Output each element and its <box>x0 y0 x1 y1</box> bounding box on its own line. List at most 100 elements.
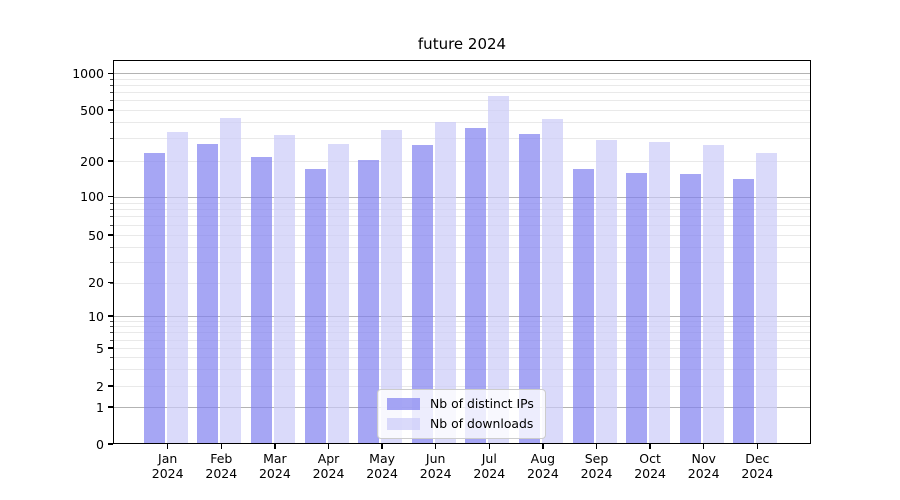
major-gridline <box>113 196 811 198</box>
y-tick-label: 20 <box>88 275 104 291</box>
y-minor-tick-mark <box>110 369 113 371</box>
y-minor-tick-mark <box>110 85 113 87</box>
y-minor-tick-mark <box>110 78 113 80</box>
minor-gridline <box>113 138 811 140</box>
bar-feb-distinct-ips <box>197 144 219 444</box>
bar-jan-distinct-ips <box>143 153 165 444</box>
bar-jun-downloads <box>434 122 456 444</box>
minor-gridline <box>113 246 811 248</box>
legend-label-downloads: Nb of downloads <box>430 416 534 431</box>
minor-gridline <box>113 235 811 236</box>
y-minor-tick-mark <box>110 92 113 94</box>
legend-label-distinct-ips: Nb of distinct IPs <box>430 396 534 411</box>
y-minor-tick-mark <box>110 261 113 263</box>
y-minor-tick-mark <box>110 122 113 124</box>
y-tick-label: 1 <box>96 399 104 415</box>
y-minor-tick-mark <box>110 357 113 359</box>
bar-sep-distinct-ips <box>572 169 594 444</box>
bar-jul-downloads <box>488 96 510 444</box>
minor-gridline <box>113 282 811 284</box>
y-tick-mark <box>108 234 113 236</box>
y-tick-mark <box>108 196 113 198</box>
minor-gridline <box>113 100 811 102</box>
minor-gridline <box>113 85 811 87</box>
x-tick-label: Mar 2024 <box>258 451 291 481</box>
y-tick-label: 200 <box>80 153 104 169</box>
x-tick-label: Nov 2024 <box>687 451 720 481</box>
bar-jul-distinct-ips <box>465 127 487 444</box>
x-tick-mark <box>435 444 437 449</box>
bar-sep-downloads <box>595 140 617 444</box>
y-minor-tick-mark <box>110 348 113 349</box>
minor-gridline <box>113 369 811 371</box>
minor-gridline <box>113 92 811 94</box>
y-tick-label: 0 <box>96 436 104 452</box>
x-tick-mark <box>595 444 598 449</box>
minor-gridline <box>113 216 811 218</box>
plot-area: Nb of distinct IPs Nb of downloads <box>113 60 811 444</box>
minor-gridline <box>113 332 811 334</box>
minor-gridline <box>113 224 811 226</box>
major-gridline <box>113 316 811 317</box>
bar-mar-downloads <box>273 134 295 444</box>
minor-gridline <box>113 339 811 341</box>
x-tick-mark <box>381 444 383 449</box>
bar-oct-downloads <box>649 142 671 444</box>
legend-entry-downloads: Nb of downloads <box>387 417 534 431</box>
legend: Nb of distinct IPs Nb of downloads <box>377 389 546 439</box>
y-minor-tick-mark <box>110 161 113 162</box>
bar-aug-distinct-ips <box>518 133 540 444</box>
y-minor-tick-mark <box>110 339 113 341</box>
y-minor-tick-mark <box>110 100 113 102</box>
x-tick-label: Oct 2024 <box>634 451 666 481</box>
bar-jan-downloads <box>166 132 188 444</box>
x-tick-mark <box>649 444 651 449</box>
x-tick-label: May 2024 <box>366 451 398 481</box>
bar-dec-downloads <box>756 153 778 444</box>
y-tick-mark <box>108 443 113 445</box>
minor-gridline <box>113 202 811 204</box>
y-minor-tick-mark <box>110 246 113 248</box>
x-tick-label: Jul 2024 <box>473 451 506 481</box>
minor-gridline <box>113 161 811 162</box>
x-tick-mark <box>703 444 705 449</box>
y-minor-tick-mark <box>110 332 113 334</box>
y-minor-tick-mark <box>110 216 113 218</box>
y-tick-mark <box>108 315 113 317</box>
y-minor-tick-mark <box>110 202 113 204</box>
bar-feb-downloads <box>220 118 242 444</box>
y-minor-tick-mark <box>110 224 113 226</box>
x-tick-label: Aug 2024 <box>526 451 559 481</box>
bar-oct-distinct-ips <box>626 173 648 444</box>
y-tick-label: 100 <box>80 189 104 205</box>
x-tick-mark <box>756 444 758 449</box>
x-tick-label: Apr 2024 <box>312 451 345 481</box>
x-tick-mark <box>327 444 330 449</box>
y-minor-tick-mark <box>110 282 113 284</box>
minor-gridline <box>113 348 811 349</box>
legend-swatch-distinct-ips <box>387 398 420 410</box>
y-minor-tick-mark <box>110 326 113 328</box>
minor-gridline <box>113 326 811 328</box>
x-tick-label: Dec 2024 <box>741 451 774 481</box>
y-tick-mark <box>108 109 113 111</box>
y-minor-tick-mark <box>110 138 113 140</box>
x-tick-label: Sep 2024 <box>580 451 613 481</box>
y-tick-mark <box>108 385 113 387</box>
y-minor-tick-mark <box>110 320 113 322</box>
x-tick-label: Jan 2024 <box>151 451 184 481</box>
minor-gridline <box>113 261 811 263</box>
y-minor-tick-mark <box>110 110 113 111</box>
y-tick-mark <box>108 347 113 349</box>
bar-apr-downloads <box>327 144 349 444</box>
minor-gridline <box>113 78 811 80</box>
x-tick-label: Jun 2024 <box>419 451 452 481</box>
x-tick-mark <box>488 444 490 449</box>
bar-nov-distinct-ips <box>679 174 701 444</box>
x-tick-mark <box>274 444 276 449</box>
chart-title: future 2024 <box>417 35 507 53</box>
major-gridline <box>113 73 811 75</box>
minor-gridline <box>113 122 811 124</box>
bar-aug-downloads <box>541 119 563 444</box>
